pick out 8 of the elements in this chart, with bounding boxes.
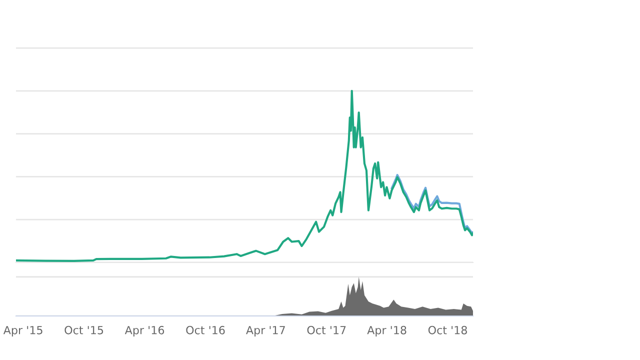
x-tick-label: Oct '18: [428, 326, 467, 334]
x-tick-label: Apr '15: [3, 326, 42, 336]
x-tick-label: Apr '17: [246, 326, 285, 336]
x-tick-label: Apr '16: [124, 326, 164, 336]
x-tick-label: Oct '16: [186, 326, 225, 334]
x-tick-label: Oct '15: [64, 326, 104, 334]
x-tick-label: Apr '18: [367, 326, 406, 336]
x-tick-label: Oct '17: [307, 326, 346, 334]
